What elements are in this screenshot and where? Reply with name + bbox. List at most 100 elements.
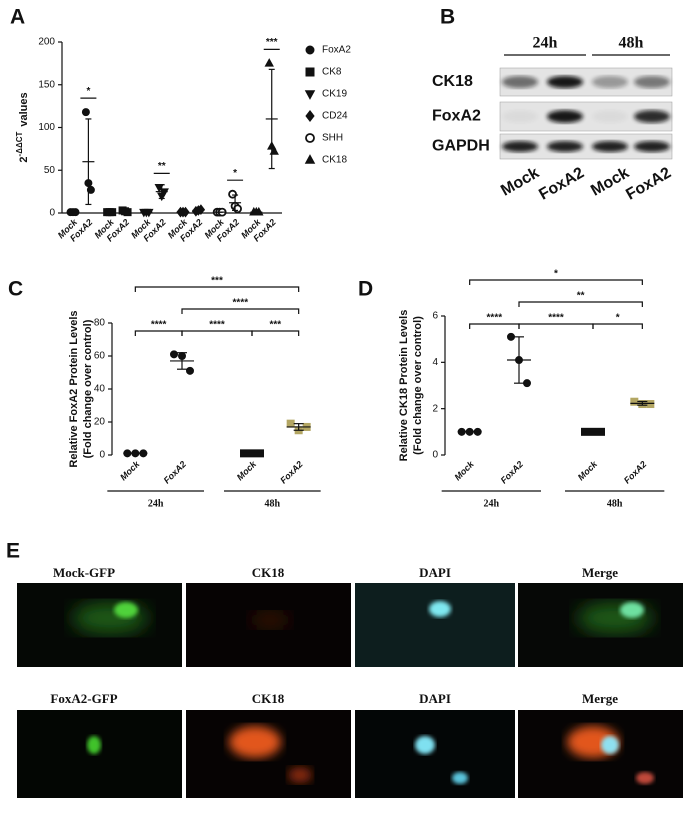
point [144, 208, 154, 218]
y-axis-label-base: 2 [18, 156, 30, 162]
time-label: 24h [533, 35, 558, 52]
nucleus [87, 736, 101, 754]
blot-band [592, 75, 628, 89]
y-axis-label-tail: values [18, 92, 30, 126]
y-axis-label: Relative FoxA2 Protein Levels [68, 310, 80, 467]
comparison-label: ** [577, 291, 585, 302]
micrograph-label: DAPI [419, 691, 451, 706]
comparison-bracket [518, 323, 594, 329]
panel-label: B [440, 6, 455, 29]
comparison-bracket [469, 279, 643, 285]
group-label: 48h [607, 498, 623, 509]
comparison-bracket [181, 330, 253, 336]
micrograph-label: Merge [582, 691, 618, 706]
y-axis-label: (Fold change over control) [412, 316, 424, 455]
blot-band [502, 75, 538, 89]
y-axis-label-exp: -ΔΔCT [15, 132, 24, 157]
y-tick-label: 80 [94, 318, 106, 329]
blot-band [547, 141, 583, 152]
y-tick-label: 0 [99, 450, 105, 461]
point [186, 366, 194, 375]
y-tick-label: 0 [432, 450, 438, 461]
comparison-label: **** [233, 298, 249, 309]
group-label: 24h [148, 498, 164, 509]
cell [250, 612, 290, 628]
blot-band [547, 110, 583, 123]
y-tick-label: 50 [44, 165, 56, 176]
nucleus [452, 772, 468, 784]
y-axis-label: (Fold change over control) [82, 319, 94, 458]
legend-label: CK8 [322, 67, 342, 78]
x-tick-label: Mock [118, 458, 142, 482]
row-label: CK18 [432, 73, 473, 90]
cell [620, 602, 644, 618]
y-tick-label: 200 [38, 37, 55, 48]
x-tick-label: FoxA2 [278, 459, 305, 486]
comparison-label: * [616, 313, 620, 324]
blot-band [592, 141, 628, 152]
point [170, 350, 178, 359]
panel-label: E [6, 540, 20, 563]
micrograph [355, 710, 515, 798]
time-label: 48h [619, 35, 644, 52]
point [304, 154, 316, 164]
comparison-bracket [469, 323, 520, 329]
comparison-label: *** [211, 276, 223, 287]
legend-label: FoxA2 [322, 45, 351, 56]
micrograph-label: CK18 [252, 691, 285, 706]
x-tick-label: Mock [235, 458, 259, 482]
y-tick-label: 0 [49, 208, 55, 219]
blot-band [547, 75, 583, 89]
point [228, 189, 237, 199]
panel-label: C [8, 278, 23, 301]
significance-label: * [233, 168, 237, 179]
cell [229, 726, 281, 758]
point [305, 133, 315, 143]
group-label: 24h [484, 498, 500, 509]
micrograph-label: Merge [582, 565, 618, 580]
legend-label: CK19 [322, 89, 347, 100]
blot-band [634, 75, 670, 89]
point [286, 419, 295, 428]
x-tick-label: FoxA2 [499, 459, 526, 486]
comparison-label: **** [548, 313, 564, 324]
comparison-bracket [134, 330, 183, 336]
x-tick-label: FoxA2 [162, 459, 189, 486]
y-axis-label: Relative CK18 Protein Levels [398, 310, 410, 462]
point [304, 90, 316, 100]
row-label: GAPDH [432, 138, 490, 155]
comparison-label: * [554, 269, 558, 280]
point [81, 108, 90, 117]
nucleus [415, 736, 435, 754]
point [646, 400, 655, 409]
nucleus [429, 601, 451, 617]
comparison-bracket [518, 301, 643, 307]
comparison-label: *** [269, 320, 281, 331]
comparison-bracket [592, 323, 643, 329]
point [630, 397, 639, 406]
y-tick-label: 6 [432, 311, 438, 322]
lane-label: FoxA2 [536, 164, 587, 203]
blot-band [592, 110, 628, 123]
y-tick-label: 40 [94, 384, 106, 395]
point [305, 45, 315, 55]
micrograph-label: Mock-GFP [53, 565, 115, 580]
point [86, 185, 95, 194]
comparison-label: **** [151, 320, 167, 331]
comparison-bracket [251, 330, 300, 336]
blot-band [502, 141, 538, 152]
significance-label: * [86, 86, 90, 97]
cell [114, 602, 138, 618]
y-axis-label: 2-ΔΔCT values [15, 92, 30, 162]
micrograph-images [17, 583, 683, 798]
micrograph-label: FoxA2-GFP [50, 691, 117, 706]
comparison-bracket [181, 308, 300, 314]
comparison-label: **** [209, 320, 225, 331]
panel-label: A [10, 6, 25, 29]
point [305, 109, 315, 123]
legend-label: SHH [322, 133, 343, 144]
significance-label: ** [158, 161, 166, 172]
nucleus [636, 772, 654, 784]
y-tick-label: 20 [94, 417, 106, 428]
